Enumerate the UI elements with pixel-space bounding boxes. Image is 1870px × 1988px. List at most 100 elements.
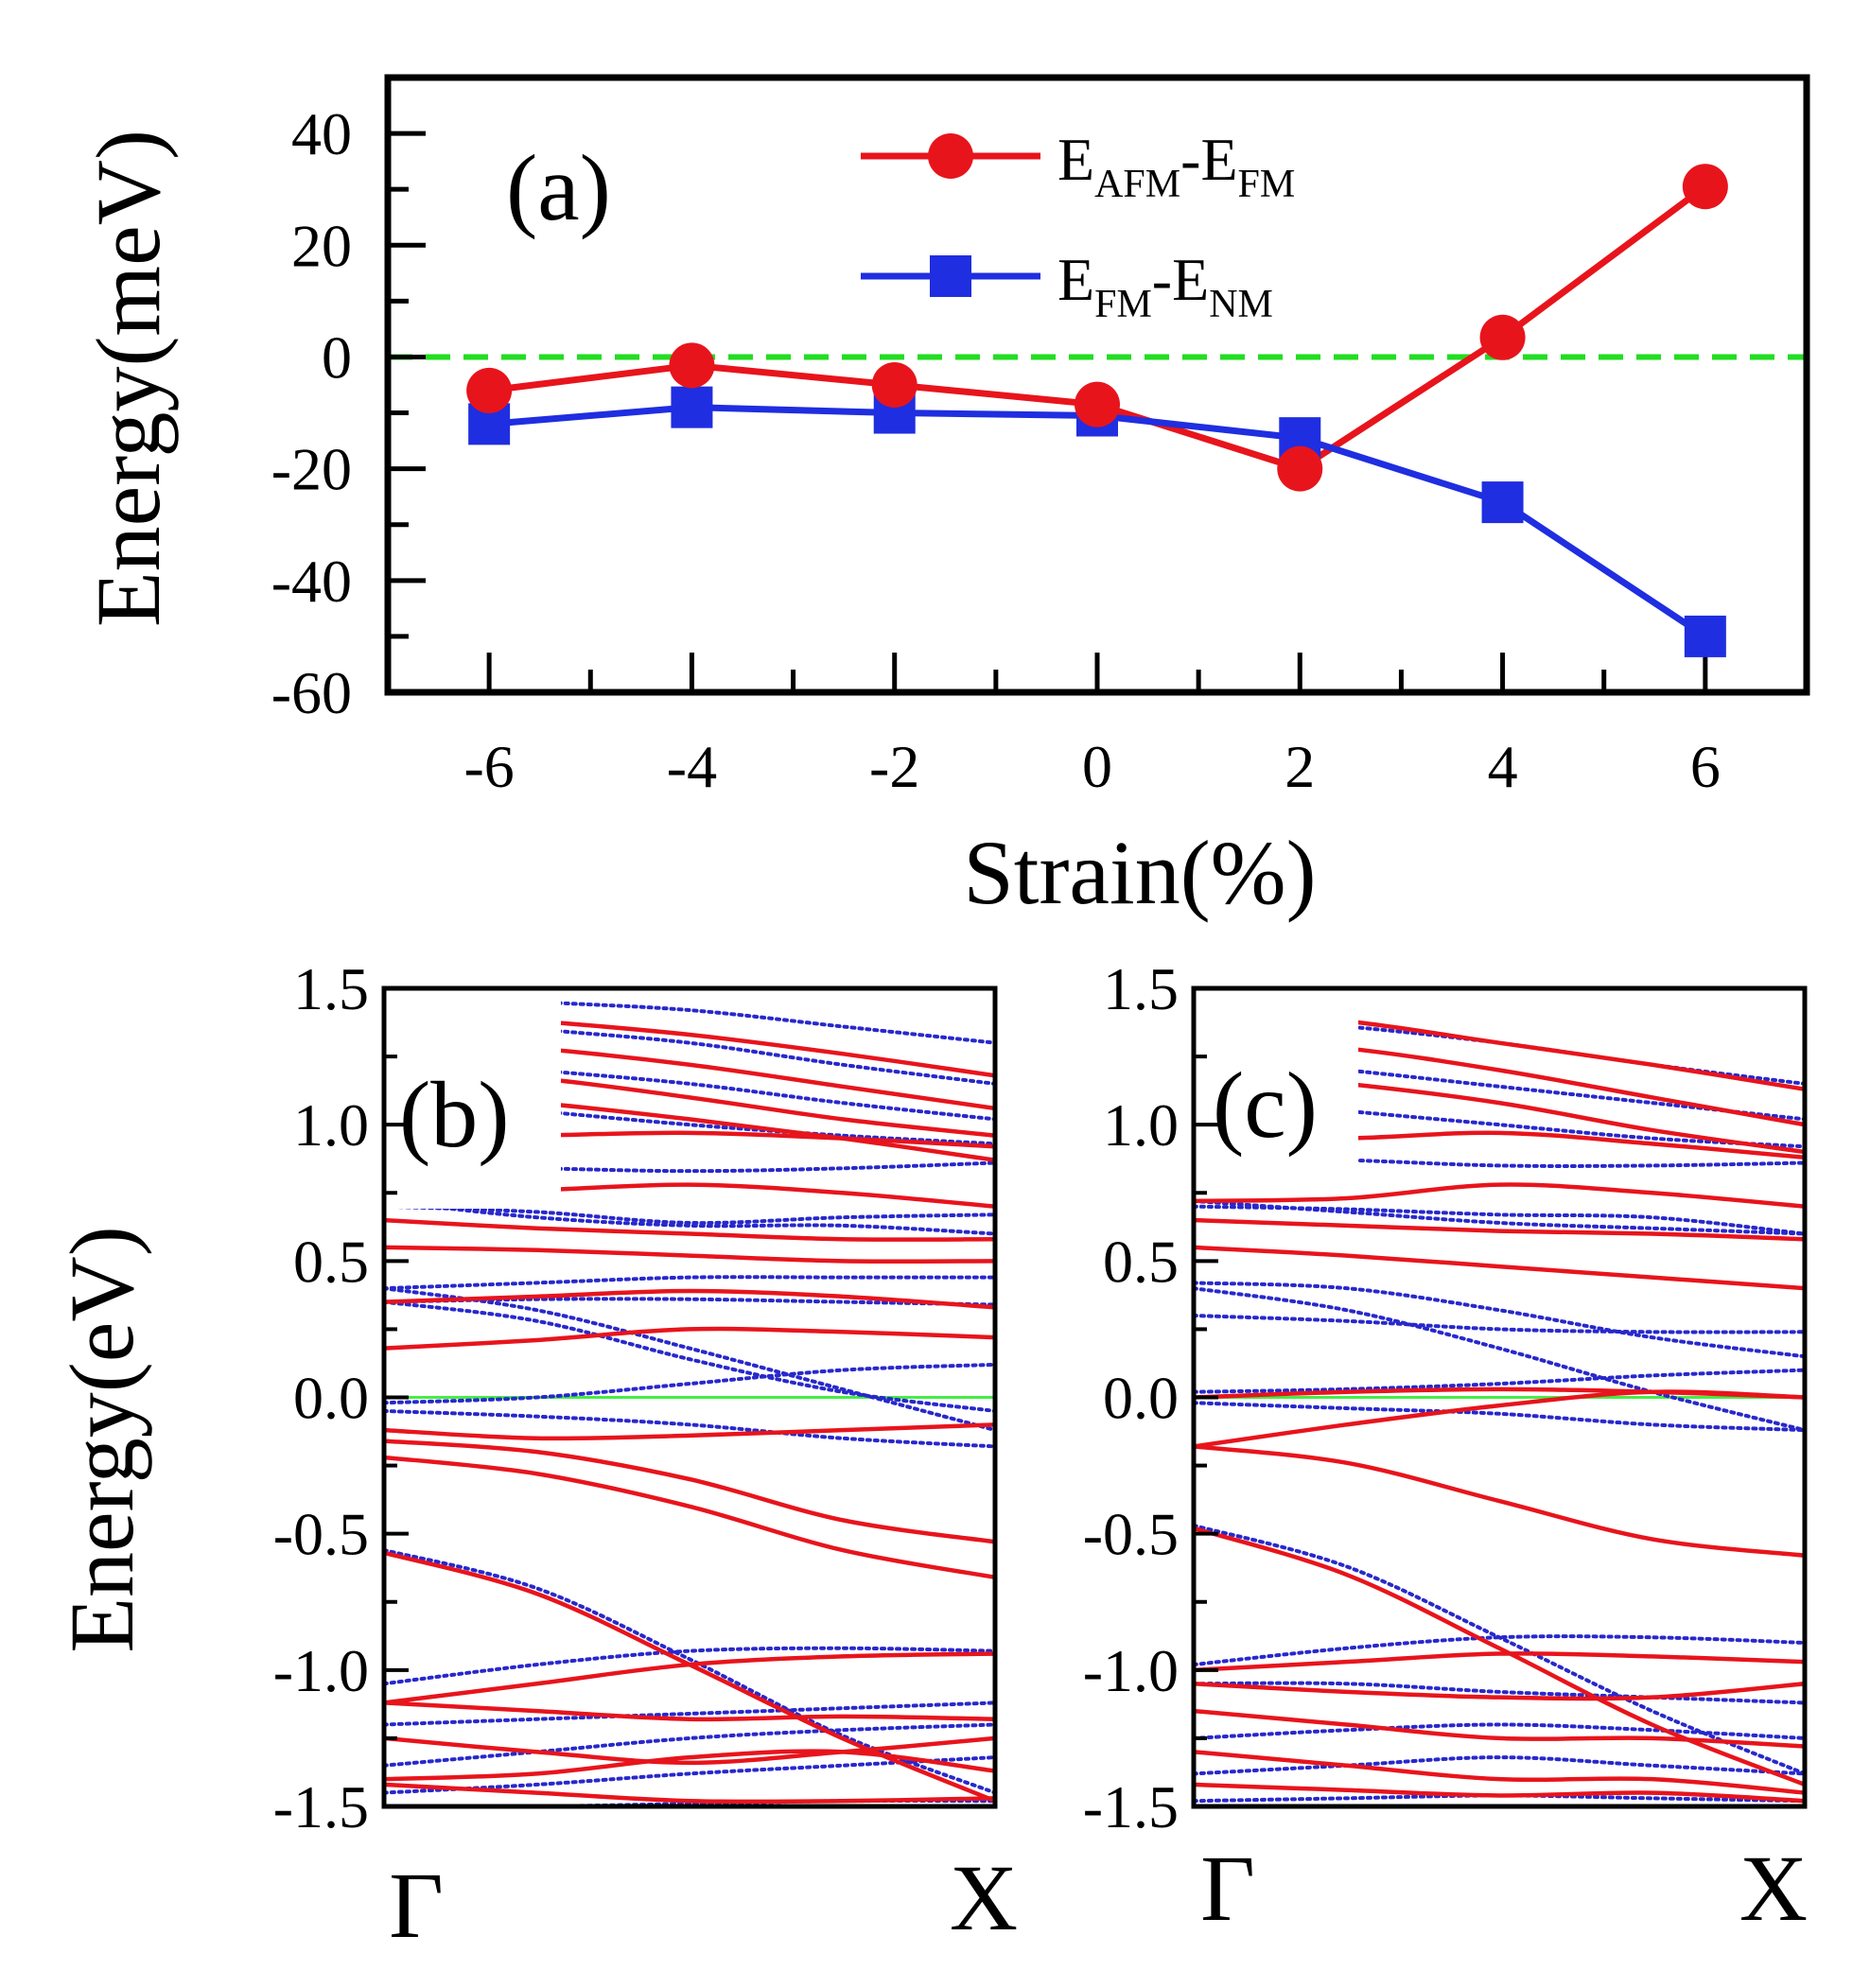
panel-c-spin-up-band <box>1194 1245 1805 1291</box>
panel-c-spin-up-band <box>1194 1682 1805 1701</box>
band-y-axis-title: Energy(eV) <box>51 1226 152 1652</box>
panel-c-spin-up-band <box>1194 1750 1805 1795</box>
panel-c-spin-down-band <box>1194 1634 1805 1667</box>
panel-c-label-box <box>1196 991 1358 1195</box>
panel-c-y-tick-label: -0.5 <box>1083 1501 1179 1568</box>
panel-b-spin-up-band <box>384 1422 995 1441</box>
panel-a-legend: EAFM-EFM EFM-ENM <box>861 126 1295 326</box>
panel-b-spin-down-band <box>384 1275 995 1291</box>
panel-a-y-tick-label: -40 <box>271 548 352 615</box>
panel-c-spin-up-band <box>1194 1782 1805 1804</box>
legend-afm-fm-marker <box>928 133 973 179</box>
panel-a-y-tick-label: -60 <box>271 659 352 726</box>
panel-c-spin-up-band <box>1194 1526 1805 1787</box>
series-afm-fm-point <box>669 342 715 389</box>
panel-c-y-tick-label: 1.5 <box>1103 955 1179 1022</box>
legend-fm-nm-e1: E <box>1057 246 1094 313</box>
panel-b-spin-down-band <box>384 1646 995 1686</box>
panel-b-band-structure: (b) 1.5 1.0 0.5 0.0 -0.5 -1.0 -1.5 Γ X <box>273 955 1018 1958</box>
panel-c-spin-down-band <box>1194 1286 1805 1433</box>
legend-fm-nm-sub2: NM <box>1209 283 1273 326</box>
panel-c-spin-down-band <box>1194 1204 1805 1236</box>
series-afm-fm-point <box>1682 164 1728 210</box>
panel-c-y-tick-label: -1.5 <box>1083 1773 1179 1840</box>
panel-b-spin-up-band <box>384 1288 995 1310</box>
panel-b-bands-clipped <box>384 991 995 1806</box>
panel-b-spin-up-band <box>384 1455 995 1580</box>
legend-fm-nm-sub1: FM <box>1094 283 1152 326</box>
panel-a-x-tick-label: 2 <box>1285 733 1315 800</box>
panel-c-spin-down-band <box>1194 1314 1805 1334</box>
panel-c-spin-up-band <box>1194 1386 1805 1400</box>
panel-b-label: (b) <box>399 1062 510 1167</box>
series-afm-fm-point <box>466 367 513 413</box>
panel-c-spin-up-band <box>1194 1182 1805 1209</box>
panel-c-spin-down-band <box>1194 1722 1805 1740</box>
panel-c-spin-down-band <box>1194 1401 1805 1433</box>
panel-b-bands <box>384 991 995 1806</box>
panel-b-y-tick-label: 0.0 <box>293 1365 369 1432</box>
panel-b-y-tick-label: 1.0 <box>293 1091 369 1159</box>
panel-b-spin-up-band <box>384 1245 995 1264</box>
panel-c-spin-up-band <box>1194 1444 1805 1558</box>
panel-a-y-tick-label: 20 <box>291 212 352 279</box>
panel-a-label: (a) <box>506 135 611 240</box>
panel-b-axis-ticks: 1.5 1.0 0.5 0.0 -0.5 -1.0 -1.5 <box>273 955 409 1840</box>
panel-c-y-tick-label: 0.0 <box>1103 1365 1179 1432</box>
legend-afm-fm-dash: -E <box>1180 126 1237 193</box>
panel-b-spin-down-band <box>384 1722 995 1768</box>
legend-afm-fm-sub2: FM <box>1238 163 1296 206</box>
panel-c-label: (c) <box>1213 1053 1318 1158</box>
legend-fm-nm-marker <box>930 255 971 297</box>
series-afm-fm-point <box>1075 381 1120 427</box>
panel-c-spin-up-band <box>1194 1708 1805 1749</box>
panel-a-x-tick-label: -4 <box>667 733 717 800</box>
panel-b-kpoint-x: X <box>950 1845 1018 1950</box>
panel-c-spin-up-band <box>1194 1651 1805 1673</box>
panel-b-spin-down-band <box>384 1755 995 1795</box>
panel-a-frame <box>384 74 1810 696</box>
panel-c-spin-down-band <box>1194 1198 1805 1236</box>
panel-b-y-tick-label: 1.5 <box>293 955 369 1022</box>
panel-b-spin-up-band <box>384 1439 995 1544</box>
panel-a-y-tick-label: -20 <box>271 436 352 503</box>
panel-a-x-tick-label: 0 <box>1082 733 1112 800</box>
panel-c-y-tick-label: 1.0 <box>1103 1091 1179 1159</box>
panel-b-spin-up-band <box>384 1326 995 1351</box>
panel-b-y-tick-label: -1.0 <box>273 1637 369 1704</box>
legend-afm-fm-label: EAFM-EFM <box>1057 126 1295 206</box>
panel-c-spin-down-band <box>1194 1755 1805 1776</box>
panel-b-y-tick-label: 0.5 <box>293 1228 369 1295</box>
panel-b-spin-up-band <box>384 1782 995 1805</box>
panel-a-y-tick-label: 40 <box>291 100 352 167</box>
panel-c-frame <box>1191 985 1808 1809</box>
panel-b-kpoint-gamma: Γ <box>389 1853 444 1958</box>
panel-b-spin-up-band <box>384 1651 995 1705</box>
panel-c-spin-down-band <box>1194 1368 1805 1394</box>
panel-b-spin-up-band <box>384 1217 995 1242</box>
series-afm-fm-point <box>1277 445 1323 492</box>
panel-a-series <box>466 164 1728 657</box>
panel-a-y-tick-label: 0 <box>322 323 352 391</box>
series-afm-fm-point <box>1479 314 1526 360</box>
panel-b-label-box <box>386 991 561 1209</box>
panel-c-band-structure: (c) 1.5 1.0 0.5 0.0 -0.5 -1.0 -1.5 Γ X <box>1083 955 1808 1941</box>
panel-c-spin-down-band <box>1194 1281 1805 1359</box>
legend-fm-nm-label: EFM-ENM <box>1057 246 1273 326</box>
panel-c-spin-up-band <box>1194 1389 1805 1449</box>
panel-a-x-tick-label: -6 <box>463 733 514 800</box>
panel-c-spin-down-band <box>1194 1681 1805 1705</box>
series-fm-nm-point <box>1481 481 1524 524</box>
panel-b-y-tick-label: -0.5 <box>273 1501 369 1568</box>
panel-a-x-axis-title: Strain(%) <box>963 822 1316 923</box>
panel-c-y-tick-label: -1.0 <box>1083 1637 1179 1704</box>
panel-c-axis-ticks: 1.5 1.0 0.5 0.0 -0.5 -1.0 -1.5 <box>1083 955 1218 1840</box>
panel-b-spin-down-band <box>384 1204 995 1226</box>
panel-b-spin-down-band <box>384 1408 995 1449</box>
panel-b-frame <box>381 985 998 1809</box>
panel-c-kpoint-x: X <box>1739 1836 1808 1941</box>
panel-b-spin-down-band <box>384 1700 995 1727</box>
